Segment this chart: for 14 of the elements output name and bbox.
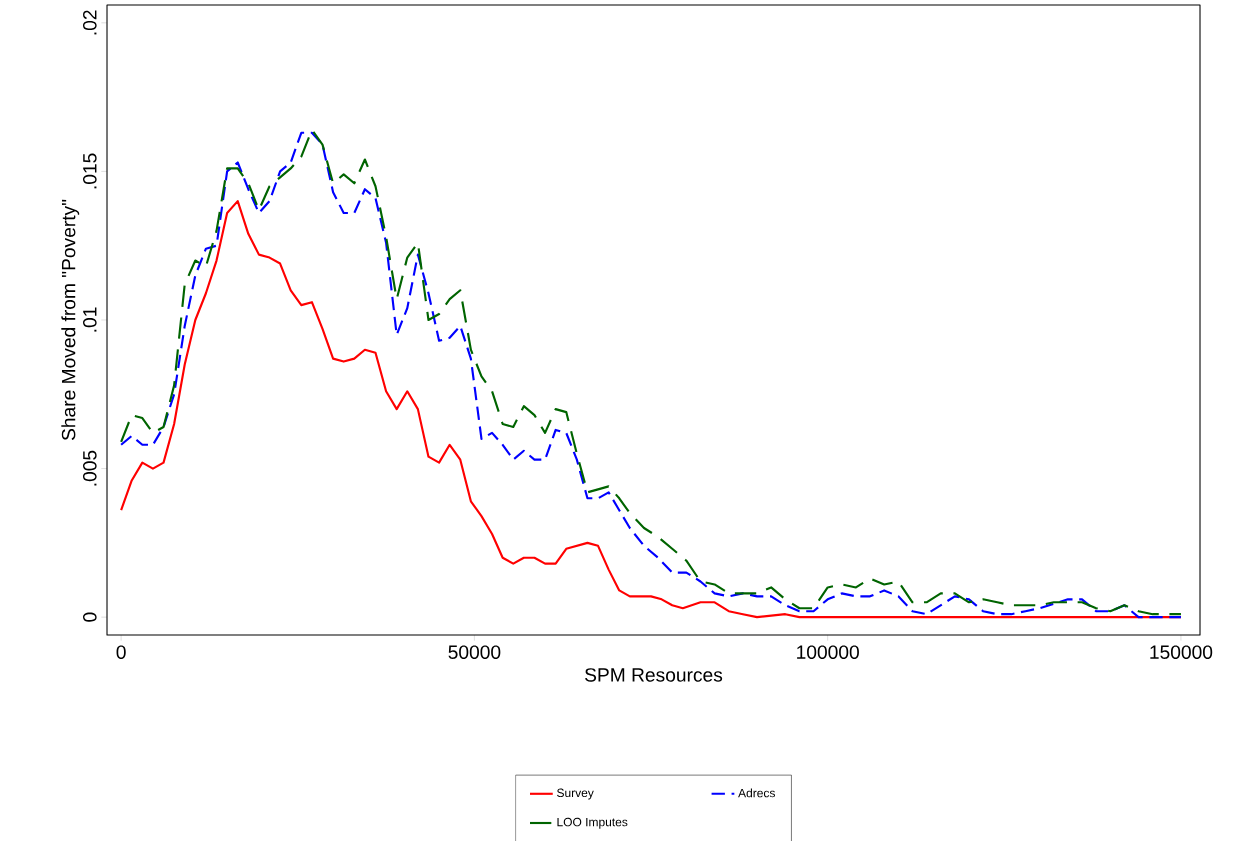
y-tick-label: .02 (83, 10, 97, 35)
x-tick-label: 0 (116, 645, 126, 659)
x-tick-label: 150000 (1150, 645, 1213, 659)
y-axis-title: Share Moved from "Poverty" (61, 199, 80, 441)
legend-label: Survey (557, 788, 594, 800)
x-tick-label: 50000 (448, 645, 501, 659)
y-tick-label: .005 (83, 450, 97, 486)
y-tick-label: .015 (83, 153, 97, 189)
x-tick-label: 100000 (797, 645, 859, 659)
y-tick-label: .01 (83, 307, 97, 332)
legend-label: Adrecs (738, 788, 775, 798)
x-axis-title: SPM Resources (585, 668, 723, 682)
y-tick-label: 0 (83, 612, 97, 622)
legend-label: LOO Imputes (557, 817, 628, 829)
